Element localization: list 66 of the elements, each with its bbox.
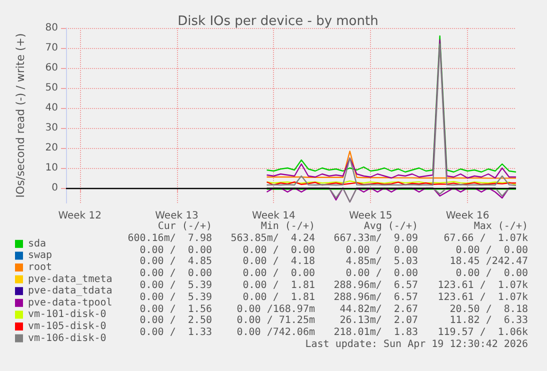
text: 563.85m/ 4.24 — [230, 232, 315, 245]
text: 600.16m/ 7.98 — [128, 232, 212, 245]
text: 0.00 / 1.33 — [140, 327, 212, 340]
text: Cur (-/+) — [158, 221, 212, 233]
text: 0.00 / 0.00 — [346, 268, 418, 280]
text: 288.96m/ 6.57 — [334, 280, 418, 292]
legend-label: pve-data_tmeta — [28, 274, 112, 285]
text: Min (-/+) — [260, 221, 315, 233]
text: 0.00 / 0.00 — [242, 244, 315, 256]
text: 18.45 /242.47 — [450, 256, 528, 268]
text: 0.00 / 4.18 — [242, 256, 315, 268]
text: 0.00 / 4.85 — [140, 256, 212, 268]
y-tick-label: 20 — [45, 142, 58, 154]
text: 0.00 / 71.25m — [236, 315, 315, 328]
x-tick-label: Week 12 — [58, 210, 102, 222]
legend-label: pve-data-tpool — [28, 297, 112, 308]
legend-label: vm-106-disk-0 — [28, 332, 106, 344]
x-tick-label: Week 14 — [252, 210, 296, 222]
y-axis-title: IOs/second read (-) / write (+) — [14, 33, 27, 198]
text: 26.13m/ 2.07 — [340, 315, 418, 328]
y-tick-label: 0 — [52, 182, 58, 194]
legend-label: pve-data_tdata — [28, 286, 112, 297]
y-tick-label: 50 — [45, 82, 58, 94]
y-tick-label: 80 — [45, 22, 58, 34]
text: 0.00 / 0.00 — [346, 244, 418, 256]
text: 44.82m/ 2.67 — [340, 304, 418, 316]
text: 0.00 / 0.00 — [456, 268, 528, 280]
y-tick-label: 10 — [45, 162, 58, 174]
text: 0.00 / 0.00 — [456, 244, 528, 256]
text: 20.50 / 8.18 — [450, 304, 528, 316]
legend-label: sda — [28, 238, 46, 250]
text: 0.00 / 2.50 — [140, 315, 212, 328]
y-tick-label: 60 — [45, 62, 58, 74]
legend-label: vm-101-disk-0 — [28, 309, 106, 320]
text: 67.66 / 1.07k — [444, 232, 528, 245]
legend-label: root — [28, 262, 52, 273]
x-tick-label: Week 13 — [155, 210, 198, 222]
text: 0.00 / 5.39 — [140, 280, 212, 292]
legend-label: vm-105-disk-0 — [28, 321, 106, 332]
text: 218.01m/ 1.83 — [334, 327, 418, 339]
text: Max (-/+) — [474, 221, 528, 233]
text: 4.85m/ 5.03 — [346, 256, 418, 268]
text: 0.00 / 0.00 — [242, 268, 315, 280]
text: 119.57 / 1.06k — [438, 327, 528, 340]
text: 0.00 /742.06m — [236, 327, 315, 340]
text: 0.00 / 0.00 — [140, 268, 212, 280]
text: Last update: Sun Apr 19 12:30:42 2026 — [305, 339, 528, 351]
x-tick-label: Week 15 — [348, 210, 392, 222]
text: Avg (-/+) — [364, 221, 418, 233]
text: 11.82 / 6.33 — [450, 315, 528, 327]
text: 0.00 / 1.81 — [242, 292, 315, 304]
y-tick-label: 30 — [45, 122, 58, 134]
y-tick-label: 40 — [45, 102, 58, 114]
text: 0.00 / 5.39 — [140, 292, 212, 304]
text: 123.61 / 1.07k — [438, 280, 528, 292]
text: 0.00 / 0.00 — [140, 244, 212, 256]
text: 667.33m/ 9.09 — [334, 232, 418, 245]
legend-label: swap — [28, 250, 52, 262]
text: 0.00 / 1.56 — [140, 304, 212, 316]
y-tick-label: 70 — [45, 42, 58, 54]
text: 0.00 /168.97m — [236, 304, 315, 316]
text: 123.61 / 1.07k — [438, 292, 528, 304]
text: 288.96m/ 6.57 — [334, 292, 418, 304]
x-tick-label: Week 16 — [446, 210, 490, 222]
chart-title: Disk IOs per device - by month — [178, 14, 378, 29]
text: 0.00 / 1.81 — [242, 280, 315, 292]
